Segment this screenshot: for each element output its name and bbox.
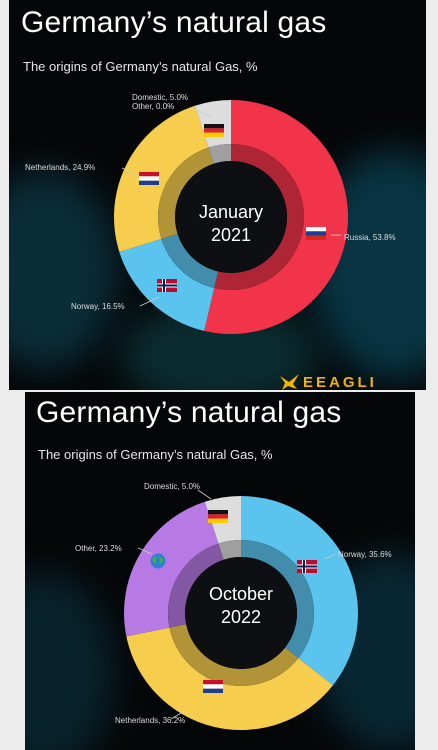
- donut-hole: [185, 557, 297, 669]
- slice-netherlands: [126, 627, 333, 730]
- slice-inner-norway: [241, 540, 314, 659]
- slice-russia: [204, 100, 348, 334]
- donut-chart: [113, 100, 348, 334]
- chart-panel-october-2022: Germany’s natural gas The origins of Ger…: [25, 392, 415, 750]
- center-label-year: 2022: [220, 607, 262, 627]
- label-russia: Russia, 53.8%: [344, 233, 396, 242]
- netherlands-flag-icon: [139, 172, 159, 185]
- center-label-month: January: [198, 202, 264, 222]
- slice-inner-domestic: [208, 144, 231, 164]
- label-domestic: Domestic, 5.0%: [132, 93, 189, 102]
- slice-other: [123, 501, 219, 637]
- slice-inner-norway: [161, 233, 219, 289]
- center-label-month: October: [208, 584, 274, 604]
- russia-flag-icon: [306, 227, 326, 240]
- watermark-text: EEAGLI: [303, 374, 377, 390]
- leader-lines: [137, 489, 336, 720]
- label-norway: Norway, 16.5%: [71, 302, 125, 311]
- label-netherlands: Netherlands, 36.2%: [115, 716, 186, 725]
- center-label-year: 2021: [210, 225, 252, 245]
- slice-norway: [241, 496, 358, 686]
- slice-inner-netherlands: [169, 624, 299, 686]
- label-netherlands: Netherlands, 24.9%: [25, 163, 96, 172]
- label-other: Other, 0.0%: [132, 102, 175, 111]
- germany-flag-icon: [204, 124, 224, 137]
- chart-panel-january-2021: Germany’s natural gas The origins of Ger…: [9, 0, 426, 390]
- chart-title: Germany’s natural gas: [36, 396, 342, 429]
- germany-flag-icon: [208, 510, 228, 523]
- slice-inner-russia: [214, 144, 304, 290]
- leader-lines: [121, 107, 341, 307]
- eagle-logo-icon: [280, 374, 299, 390]
- chart-subtitle: The origins of Germany’s natural Gas, %: [23, 59, 258, 74]
- label-norway: Norway, 35.6%: [338, 550, 392, 559]
- label-other: Other, 23.2%: [75, 544, 122, 553]
- slice-inner-domestic: [218, 540, 241, 560]
- donut-chart: [123, 496, 358, 730]
- chart-title: Germany’s natural gas: [21, 6, 327, 39]
- chart-subtitle: The origins of Germany’s natural Gas, %: [38, 447, 273, 462]
- netherlands-flag-icon: [203, 680, 223, 693]
- donut-hole: [175, 161, 287, 273]
- norway-flag-icon: [297, 560, 317, 573]
- globe-icon: [150, 553, 166, 569]
- norway-flag-icon: [157, 279, 177, 292]
- label-domestic: Domestic, 5.0%: [144, 482, 201, 491]
- slice-inner-other: [168, 543, 224, 628]
- slice-netherlands: [113, 105, 209, 253]
- slice-inner-netherlands: [158, 147, 214, 239]
